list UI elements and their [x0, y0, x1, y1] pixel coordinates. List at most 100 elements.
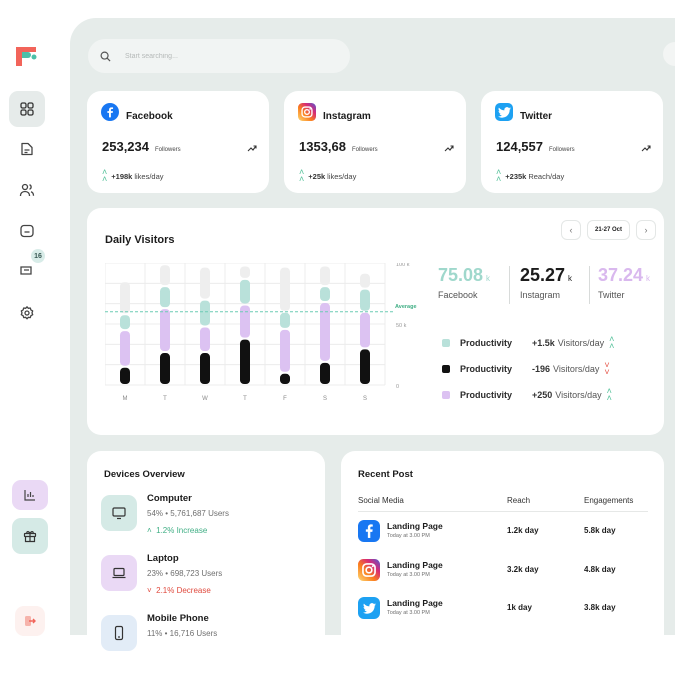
stat-twitter: 37.24 k Twitter	[598, 265, 651, 300]
table-row[interactable]: Landing Page Today at 3.00 PM 1.2k day 5…	[358, 518, 648, 546]
date-navigator: ‹ 21-27 Oct ›	[560, 220, 656, 240]
table-row[interactable]: Landing Page Today at 3.00 PM 1k day 3.8…	[358, 595, 648, 623]
table-row[interactable]: Landing Page Today at 3.00 PM 3.2k day 4…	[358, 557, 648, 585]
gift-icon	[23, 531, 37, 543]
document-icon	[21, 142, 33, 156]
avatar[interactable]	[663, 42, 675, 66]
device-item-mobile[interactable]: Mobile Phone 11% • 16,716 Users	[101, 613, 321, 651]
column-header: Engagements	[584, 496, 634, 505]
social-name: Twitter	[520, 111, 553, 122]
sidebar-item-dashboard[interactable]	[9, 91, 45, 127]
facebook-card: Facebook 253,234 Followers ˄ ˄ +198k likes/d…	[87, 91, 269, 193]
bar-segment	[200, 327, 210, 352]
bar-segment	[320, 362, 330, 384]
sidebar-item-settings[interactable]	[9, 295, 45, 331]
trend-up-icon	[444, 145, 454, 152]
bar-segment	[280, 373, 290, 384]
sidebar-item-documents[interactable]	[9, 131, 45, 167]
engagement-rate: ˄ ˄ +25k likes/day	[299, 167, 357, 184]
device-item-computer[interactable]: Computer 54% • 5,761,687 Users ˄ 1.2% In…	[101, 493, 321, 543]
bar-segment	[160, 265, 170, 286]
engagement-rate: ˄ ˄ +235k Reach/day	[496, 167, 565, 184]
instagram-icon	[358, 559, 380, 581]
bar-segment	[240, 266, 250, 278]
divider	[589, 266, 590, 304]
follower-count: 1353,68 Followers	[299, 139, 378, 154]
sidebar-item-users[interactable]	[9, 172, 45, 208]
logout-button[interactable]	[15, 606, 45, 636]
double-up-icon: ˄ ˄	[609, 334, 615, 351]
folder-icon	[20, 224, 34, 238]
x-tick-label: T	[243, 396, 247, 402]
bar-segment	[120, 331, 130, 366]
messages-icon	[20, 266, 32, 275]
sidebar-item-analytics[interactable]	[12, 480, 48, 510]
date-range[interactable]: 21-27 Oct	[586, 220, 630, 240]
legend-swatch	[442, 365, 450, 373]
bar-segment	[320, 266, 330, 286]
card-title: Daily Visitors	[105, 234, 175, 246]
legend-swatch	[442, 339, 450, 347]
social-name: Facebook	[126, 111, 173, 122]
double-up-icon: ˄ ˄	[606, 386, 612, 403]
twitter-card: Twitter 124,557 Followers ˄ ˄ +235k Reach/da…	[481, 91, 663, 193]
bar-segment	[360, 273, 370, 288]
grid-icon	[20, 102, 34, 116]
chart-icon	[24, 490, 35, 501]
bar-segment	[280, 267, 290, 311]
engagement-rate: ˄ ˄ +198k likes/day	[102, 167, 164, 184]
x-tick-label: W	[202, 396, 208, 402]
users-icon	[19, 183, 35, 197]
bar-segment	[360, 349, 370, 384]
bar-segment	[120, 315, 130, 330]
double-up-icon: ˄	[147, 526, 152, 535]
bar-segment	[200, 353, 210, 384]
device-item-laptop[interactable]: Laptop 23% • 698,723 Users ˅ 2.1% Decrea…	[101, 553, 321, 603]
chevron-left-icon: ‹	[569, 225, 573, 235]
x-tick-label: S	[323, 396, 327, 402]
double-down-icon: ˅	[147, 586, 152, 595]
sidebar: 16	[0, 0, 60, 675]
follower-count: 253,234 Followers	[102, 139, 181, 154]
recent-post-card: Recent Post Social Media Reach Engagemen…	[341, 451, 664, 651]
divider	[358, 511, 648, 512]
social-name: Instagram	[323, 111, 371, 122]
next-date-button[interactable]: ›	[636, 220, 656, 240]
sidebar-item-rewards[interactable]	[12, 518, 48, 554]
instagram-card: Instagram 1353,68 Followers ˄ ˄ +25k likes/d…	[284, 91, 466, 193]
instagram-icon	[298, 103, 316, 121]
app-logo[interactable]	[14, 44, 38, 68]
bar-segment	[360, 312, 370, 348]
x-tick-label: S	[363, 396, 367, 402]
trend-up-icon	[247, 145, 257, 152]
twitter-icon	[495, 103, 513, 121]
legend-item: Productivity -196 Visitors/day ˅ ˅	[442, 360, 610, 377]
card-title: Devices Overview	[104, 469, 185, 480]
divider	[509, 266, 510, 304]
bar-segment	[160, 287, 170, 308]
sidebar-item-messages[interactable]: 16	[9, 249, 45, 289]
double-down-icon: ˅ ˅	[604, 360, 610, 377]
facebook-icon	[358, 520, 380, 542]
bar-segment	[360, 289, 370, 311]
facebook-icon	[101, 103, 119, 121]
settings-icon	[20, 306, 34, 320]
prev-date-button[interactable]: ‹	[560, 220, 581, 240]
bar-segment	[240, 339, 250, 384]
legend-item: Productivity +1.5k Visitors/day ˄ ˄	[442, 334, 615, 351]
stat-facebook: 75.08 k Facebook	[438, 265, 491, 300]
laptop-icon	[101, 555, 137, 591]
trend-up-icon	[641, 145, 651, 152]
search-bar[interactable]	[88, 39, 350, 73]
double-up-icon: ˄ ˄	[496, 167, 502, 184]
search-icon	[100, 51, 111, 62]
sidebar-item-folder[interactable]	[9, 213, 45, 249]
follower-count: 124,557 Followers	[496, 139, 575, 154]
card-title: Recent Post	[358, 469, 413, 480]
y-tick-label: 50 k	[396, 323, 407, 329]
stat-instagram: 25.27 k Instagram	[520, 265, 573, 300]
bar-segment	[320, 303, 330, 361]
search-input[interactable]	[125, 52, 325, 60]
bar-segment	[280, 329, 290, 372]
